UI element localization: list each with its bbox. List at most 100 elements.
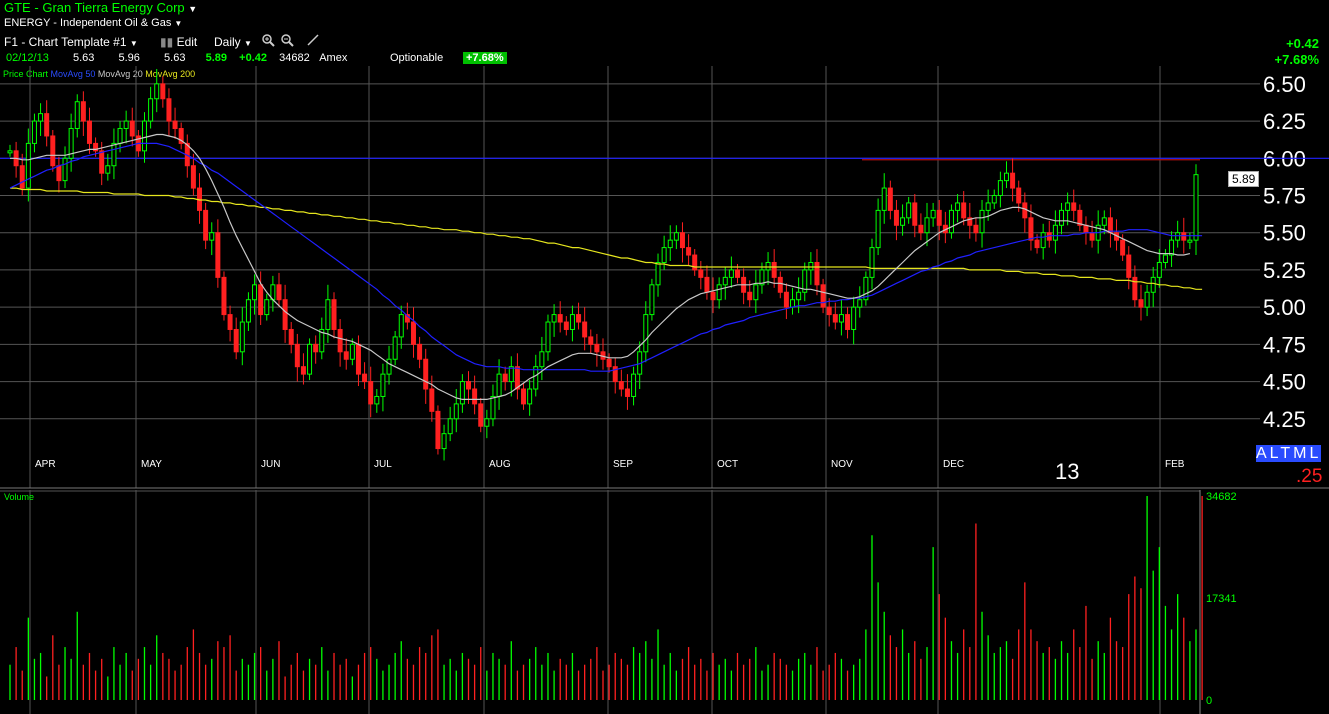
- candle-body: [838, 314, 844, 323]
- candle-body: [790, 299, 796, 308]
- period-label: Daily: [214, 35, 241, 49]
- price-tick-label: 6.50: [1263, 72, 1306, 97]
- candle-body: [539, 351, 545, 368]
- candle-body: [123, 120, 129, 130]
- alt-ml-button[interactable]: ALTML: [1256, 445, 1322, 463]
- candle-body: [759, 269, 765, 286]
- candle-body: [673, 232, 679, 241]
- candle-body: [380, 373, 386, 397]
- zoom-out-icon[interactable]: [280, 33, 294, 52]
- candle-body: [875, 209, 881, 249]
- candle-body: [582, 321, 588, 338]
- candle-body: [307, 343, 313, 375]
- candle-body: [343, 351, 349, 360]
- candle-body: [1138, 299, 1144, 308]
- candle-body: [1028, 217, 1034, 241]
- volume-tick-label: 17341: [1206, 593, 1237, 605]
- optionable-label: Optionable: [390, 52, 444, 64]
- candle-body: [851, 306, 857, 330]
- candle-body: [129, 120, 135, 137]
- candle-body: [777, 276, 783, 293]
- candle-body: [1120, 239, 1126, 256]
- candle-body: [300, 366, 306, 375]
- month-label: NOV: [831, 459, 853, 470]
- candle-body: [1156, 261, 1162, 278]
- candle-body: [802, 269, 808, 293]
- price-tick-label: 6.25: [1263, 109, 1306, 134]
- candle-body: [514, 366, 520, 390]
- edit-button[interactable]: ▮▮ Edit: [160, 35, 197, 49]
- candle-body: [1040, 232, 1046, 249]
- candle-body: [1181, 232, 1187, 241]
- candle-body: [997, 180, 1003, 197]
- legend-ma20: MovAvg 20: [97, 69, 143, 79]
- candle-body: [606, 358, 612, 368]
- month-label: AUG: [489, 459, 511, 470]
- candle-body: [423, 358, 429, 390]
- chevron-down-icon: ▼: [129, 39, 138, 48]
- candle-body: [588, 336, 594, 345]
- candle-body: [686, 247, 692, 256]
- year-label: 13: [1055, 459, 1080, 484]
- month-label: JUN: [261, 459, 280, 470]
- candle-body: [649, 284, 655, 316]
- quote-open: 5.63: [72, 52, 95, 64]
- candle-body: [7, 150, 13, 154]
- candle-body: [160, 83, 166, 100]
- template-label: F1 - Chart Template #1: [4, 35, 127, 49]
- chevron-down-icon[interactable]: ▼: [188, 4, 198, 14]
- candle-body: [478, 403, 484, 427]
- candle-body: [19, 165, 25, 189]
- candle-body: [349, 343, 355, 360]
- period-dropdown[interactable]: Daily ▼: [214, 35, 252, 49]
- candle-body: [612, 366, 618, 383]
- price-tick-label: 5.00: [1263, 295, 1306, 320]
- sector-selector[interactable]: ENERGY - Independent Oil & Gas ▼: [4, 17, 182, 29]
- candle-body: [56, 165, 62, 182]
- candle-body: [906, 202, 912, 219]
- candle-body: [368, 381, 374, 405]
- candle-body: [1016, 187, 1022, 204]
- candle-body: [820, 284, 826, 308]
- candle-body: [1034, 239, 1040, 249]
- candle-body: [716, 284, 722, 301]
- candle-body: [484, 418, 490, 427]
- candle-body: [643, 314, 649, 353]
- candle-body: [166, 98, 172, 122]
- candle-body: [62, 157, 68, 182]
- draw-line-icon[interactable]: [306, 33, 320, 52]
- right-change-pct: +7.68%: [1274, 52, 1319, 67]
- volume-tick-label: 0: [1206, 695, 1212, 707]
- candle-body: [845, 314, 851, 330]
- price-tick-label: 4.25: [1263, 407, 1306, 432]
- month-label: SEP: [613, 459, 633, 470]
- template-dropdown[interactable]: F1 - Chart Template #1 ▼: [4, 35, 138, 49]
- candle-body: [808, 261, 814, 271]
- candle-body: [967, 217, 973, 226]
- candle-body: [398, 314, 404, 338]
- candle-body: [661, 247, 667, 263]
- candle-body: [985, 202, 991, 211]
- candle-body: [441, 433, 447, 450]
- quote-change: +0.42: [239, 52, 267, 64]
- candle-body: [154, 83, 160, 100]
- quote-exchange: Amex: [319, 52, 348, 64]
- candle-body: [698, 269, 704, 278]
- zoom-in-icon[interactable]: [261, 33, 275, 52]
- candle-body: [521, 388, 527, 405]
- price-chart[interactable]: APR MAY JUN JUL AUG SEP OCT NOV DEC FEB6.506.256.…: [0, 66, 1329, 490]
- volume-chart[interactable]: 34682 17341 0: [0, 490, 1329, 714]
- candle-body: [863, 276, 869, 301]
- candle-body: [313, 343, 319, 353]
- candle-body: [410, 321, 416, 345]
- candle-body: [404, 314, 410, 323]
- candle-body: [417, 343, 423, 360]
- title-bar[interactable]: GTE - Gran Tierra Energy Corp ▼: [4, 0, 197, 15]
- candle-body: [655, 261, 661, 286]
- month-label: DEC: [943, 459, 964, 470]
- candle-body: [472, 388, 478, 405]
- candle-body: [814, 261, 820, 286]
- ma200-line: [10, 187, 1203, 290]
- candle-body: [288, 328, 294, 345]
- candle-body: [44, 113, 50, 137]
